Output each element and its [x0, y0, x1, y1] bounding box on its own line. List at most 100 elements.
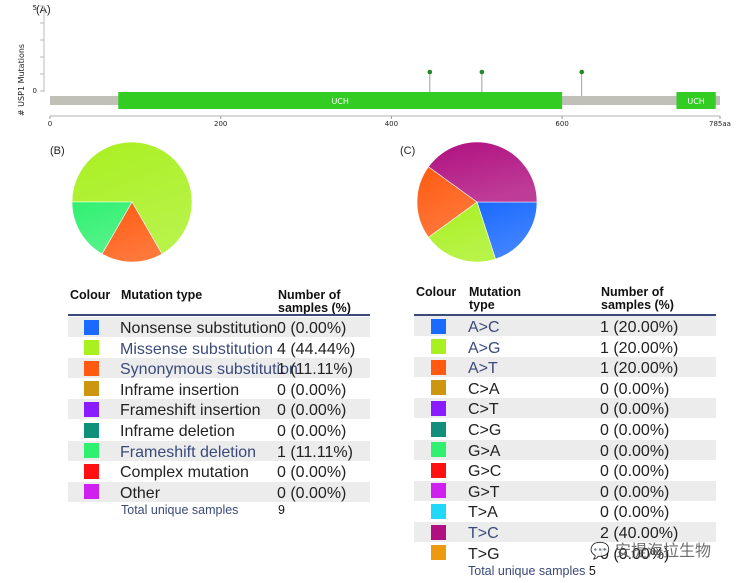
table-row: T>G 0 (0.00%) [414, 543, 716, 563]
mutation-type-label[interactable]: Missense substitution [120, 340, 273, 358]
mutation-type-label: T>A [468, 504, 498, 522]
y-tick-label: 0 [33, 87, 37, 95]
sample-count: 0 (0.00%) [600, 545, 670, 563]
domain-label: UCH [687, 97, 704, 106]
table-b-header-colour: Colour [70, 288, 111, 302]
table-b-total: Total unique samples [121, 503, 238, 517]
table-b-header-type: Mutation type [121, 288, 203, 302]
colour-swatch [431, 483, 446, 499]
mutation-type-label: G>C [468, 463, 502, 481]
mutation-type-label: C>G [468, 422, 502, 439]
colour-swatch [431, 545, 446, 561]
table-row: Frameshift deletion 1 (11.11%) [68, 440, 370, 461]
mutation-type-label: Frameshift insertion [120, 402, 261, 420]
x-tick-label: 400 [385, 120, 398, 128]
x-tick-label: 600 [555, 120, 568, 128]
sample-count: 0 (0.00%) [600, 504, 670, 522]
pie-slice[interactable] [71, 201, 133, 255]
table-row: C>T 0 (0.00%) [414, 398, 716, 419]
colour-swatch [84, 484, 99, 500]
table-row: C>G 0 (0.00%) [414, 419, 716, 439]
mutation-type-label: Other [120, 484, 161, 502]
colour-swatch [84, 319, 99, 335]
pie-c-slices [416, 141, 538, 263]
pie-slice[interactable] [428, 201, 496, 263]
panel-a-label: (A) [36, 4, 51, 16]
lollipop-plot-area: # USP1 Mutations 5 0 0 200 400 600 785aa UCH U… [17, 4, 731, 128]
pie-slice[interactable] [416, 166, 478, 238]
lollipop-plot: # USP1 Mutations 5 0 0 200 400 600 785aa UCH U… [17, 4, 731, 128]
mutation-type-label[interactable]: A>C [468, 319, 500, 336]
pie-chart-c [416, 141, 538, 263]
mutation-type-label[interactable]: A>G [468, 339, 501, 357]
table-b-total-value: 9 [278, 503, 285, 517]
sample-count: 1 (11.11%) [277, 443, 353, 461]
colour-swatch [431, 421, 446, 437]
table-row: Nonsense substitution 0 (0.00%) [68, 317, 370, 337]
mutation-type-label[interactable]: A>T [468, 360, 498, 378]
uch-domain[interactable] [676, 92, 716, 109]
domain-label: UCH [331, 97, 348, 106]
colour-swatch [84, 443, 99, 459]
colour-swatch [84, 422, 99, 438]
panel-b-label: (B) [50, 145, 65, 157]
sample-count: 0 (0.00%) [600, 463, 670, 481]
wechat-icon: 💬 [590, 541, 610, 560]
sample-count: 0 (0.00%) [277, 484, 347, 502]
watermark-text: 安提海拉生物 [615, 541, 712, 560]
mutation-type-label: Inframe deletion [120, 423, 235, 440]
pie-b-slices [71, 141, 193, 263]
colour-swatch [84, 381, 99, 397]
table-row: Frameshift insertion 0 (0.00%) [68, 399, 370, 420]
sample-count: 0 (0.00%) [277, 381, 347, 399]
pie-slice[interactable] [71, 141, 193, 255]
sample-count: 1 (20.00%) [600, 339, 679, 357]
pie-slice[interactable] [101, 201, 163, 263]
mutation-type-label: Inframe insertion [120, 381, 240, 399]
table-row: Other 0 (0.00%) [68, 481, 370, 502]
table-b-total-label[interactable]: Total unique samples [121, 503, 239, 517]
colour-swatch [431, 400, 446, 416]
table-row: C>A 0 (0.00%) [414, 378, 716, 398]
table-c-header-colour: Colour [416, 285, 457, 299]
sample-count: 2 (40.00%) [600, 525, 679, 542]
table-c-total: Total unique samples 5 [468, 564, 596, 578]
pie-slice[interactable] [428, 141, 538, 203]
pie-slice[interactable] [476, 201, 538, 260]
mutation-type-label: G>T [468, 483, 500, 501]
mutation-type-label[interactable]: Synonymous substitution [120, 361, 298, 379]
sample-count: 0 (0.00%) [277, 464, 347, 482]
lollipop-point[interactable] [479, 69, 485, 75]
mutation-type-label[interactable]: Frameshift deletion [120, 443, 257, 461]
sample-count: 0 (0.00%) [600, 442, 670, 460]
y-tick-label: 5 [33, 4, 37, 12]
sample-count: 0 (0.00%) [277, 320, 347, 337]
table-row: A>C 1 (20.00%) [414, 316, 716, 336]
mutation-type-label: G>A [468, 442, 501, 460]
table-c-header-type: Mutation type [469, 285, 522, 312]
colour-swatch [431, 503, 446, 519]
table-row: G>A 0 (0.00%) [414, 439, 716, 460]
lollipop-point[interactable] [427, 69, 433, 75]
mutation-type-label: Nonsense substitution [120, 320, 278, 337]
uch-domain[interactable] [118, 92, 563, 109]
table-row: Synonymous substitution 1 (11.11%) [68, 358, 370, 379]
table-row: Complex mutation 0 (0.00%) [68, 461, 370, 481]
sample-count: 1 (20.00%) [600, 319, 679, 336]
watermark: 💬 安提海拉生物 [590, 537, 711, 561]
table-b-header-separator [68, 314, 370, 316]
table-row: Inframe deletion 0 (0.00%) [68, 420, 370, 440]
x-tick-label: 200 [214, 120, 227, 128]
sample-count: 0 (0.00%) [277, 423, 347, 440]
table-c-total-label[interactable]: Total unique samples [468, 564, 586, 578]
colour-swatch [84, 360, 99, 376]
table-row: G>C 0 (0.00%) [414, 460, 716, 480]
colour-swatch [431, 380, 446, 396]
mutation-type-label[interactable]: T>C [468, 525, 499, 542]
panel-c-label: (C) [400, 145, 416, 157]
mutation-type-label: T>G [468, 545, 500, 563]
colour-swatch [431, 318, 446, 334]
table-c-header-separator [414, 314, 716, 316]
y-axis-label: # USP1 Mutations [17, 44, 26, 116]
lollipop-point[interactable] [579, 69, 585, 75]
